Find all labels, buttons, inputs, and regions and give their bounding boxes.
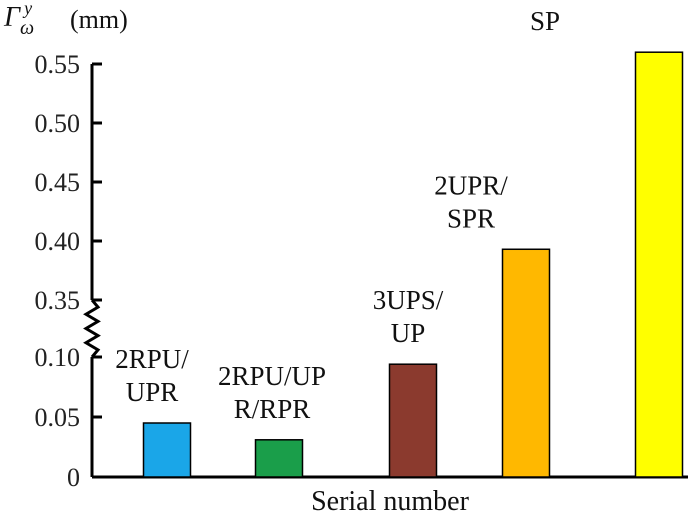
bar-5 — [634, 51, 684, 478]
y-tick-label: 0 — [67, 463, 80, 492]
y-tick-label: 0.35 — [35, 286, 81, 315]
x-axis-label: Serial number — [311, 486, 470, 517]
bar-3 — [388, 363, 438, 478]
svg-text:Γωy: Γωy — [3, 0, 34, 39]
bar-label: 2RPU/UPR — [115, 344, 189, 407]
bars — [142, 51, 684, 478]
y-tick-label: 0.55 — [35, 50, 81, 79]
y-axis-label: Γωy (mm) — [3, 0, 128, 39]
y-axis-unit: (mm) — [70, 5, 128, 34]
y-axis-superscript: y — [22, 0, 32, 18]
y-tick-label: 0.05 — [35, 403, 81, 432]
y-axis-subscript: ω — [20, 17, 34, 39]
bar-label: 2UPU/SP — [507, 0, 583, 36]
bar-labels: 2RPU/UPR 2RPU/UPR/RPR 3UPS/UP 2UPR/SPR 2UPU/… — [115, 0, 583, 424]
bar-label: 2UPR/SPR — [434, 170, 508, 233]
bar-4 — [501, 248, 551, 478]
y-axis-break — [83, 299, 101, 358]
bar-label: 3UPS/UP — [373, 285, 444, 348]
axes — [83, 64, 688, 479]
bar-label: 2RPU/UP R/RPR — [218, 361, 326, 424]
bar-2 — [254, 439, 304, 478]
y-tick-label: 0.50 — [35, 109, 81, 138]
y-axis-symbol: Γ — [3, 2, 21, 33]
y-ticks: 0 0.05 0.10 0.35 0.40 0.45 0.50 0.55 — [35, 50, 102, 492]
y-tick-label: 0.45 — [35, 168, 81, 197]
bar-1 — [142, 422, 192, 478]
y-tick-label: 0.10 — [35, 343, 81, 372]
y-tick-label: 0.40 — [35, 227, 81, 256]
